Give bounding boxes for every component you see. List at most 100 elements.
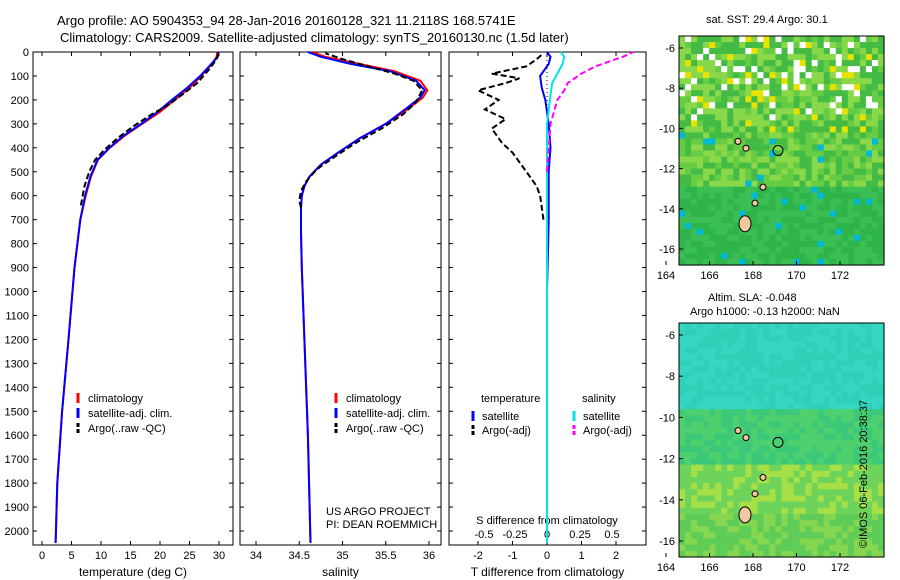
x-axis-label: salinity	[322, 565, 359, 579]
map-cell	[769, 48, 777, 55]
map-cell	[757, 66, 765, 73]
map-cell	[727, 102, 734, 109]
map-cell	[745, 470, 752, 478]
map-cell	[757, 526, 765, 533]
map-cell	[763, 464, 771, 472]
map-cell	[823, 550, 831, 558]
map-cell	[709, 162, 716, 170]
map-cell	[811, 102, 819, 109]
map-cell	[805, 396, 813, 404]
map-cell	[703, 520, 710, 527]
map-cell	[685, 228, 692, 236]
map-cell	[835, 234, 843, 242]
map-cell	[685, 378, 692, 386]
map-cell	[835, 216, 843, 224]
map-cell	[793, 240, 801, 248]
y-tick-label: 100	[11, 71, 29, 83]
map-cell	[865, 42, 873, 49]
map-cell	[775, 180, 783, 188]
map-cell	[775, 168, 783, 176]
map-cell	[763, 347, 771, 355]
map-cell	[715, 210, 722, 218]
map-cell	[685, 186, 692, 194]
map-cell	[733, 186, 740, 194]
map-cell	[787, 433, 795, 441]
map-cell	[715, 520, 722, 527]
map-cell	[811, 42, 819, 49]
map-cell	[703, 403, 710, 410]
map-cell	[727, 347, 734, 355]
map-cell	[859, 489, 867, 497]
map-cell	[781, 378, 789, 386]
map-cell	[805, 353, 813, 361]
map-cell	[715, 446, 722, 453]
map-cell	[787, 246, 795, 254]
map-cell	[799, 240, 807, 248]
map-cell	[787, 378, 795, 386]
map-cell	[841, 396, 849, 404]
map-cell	[715, 415, 722, 423]
map-cell	[817, 396, 825, 404]
map-cell	[703, 90, 710, 97]
map-cell	[859, 341, 867, 349]
map-cell	[715, 507, 722, 515]
map-cell	[865, 372, 873, 380]
map-cell	[823, 323, 831, 330]
map-cell	[757, 390, 765, 398]
map-cell	[769, 258, 777, 266]
map-cell	[823, 132, 831, 140]
map-cell	[811, 144, 819, 152]
map-cell	[811, 162, 819, 170]
map-cell	[709, 96, 716, 103]
map-cell	[679, 240, 686, 248]
map-cell	[691, 476, 698, 484]
map-cell	[691, 440, 698, 447]
map-cell	[877, 396, 885, 404]
map-cell	[841, 252, 849, 260]
map-cell	[685, 470, 692, 478]
map-cell	[703, 458, 710, 466]
map-cell	[697, 252, 704, 260]
map-cell	[787, 476, 795, 484]
map-cell	[751, 544, 758, 552]
map-cell	[781, 132, 789, 140]
map-cell	[763, 96, 771, 103]
map-cell	[805, 114, 813, 121]
map-cell	[709, 210, 716, 218]
map-cell	[847, 409, 855, 416]
map-cell	[853, 495, 861, 503]
map-cell	[817, 415, 825, 423]
map-cell	[817, 440, 825, 447]
map-cell	[763, 520, 771, 527]
map-cell	[679, 440, 686, 447]
map-cell	[751, 66, 758, 73]
map-cell	[853, 390, 861, 398]
map-cell	[715, 54, 722, 61]
map-cell	[835, 222, 843, 230]
map-cell	[697, 403, 704, 410]
map-cell	[751, 114, 758, 121]
map-cell	[781, 54, 789, 61]
map-cell	[679, 222, 686, 230]
map-cell	[697, 192, 704, 200]
map-cell	[703, 526, 710, 533]
map-cell	[709, 258, 716, 266]
map-cell	[817, 240, 825, 248]
map-cell	[799, 532, 807, 540]
map-cell	[871, 323, 879, 330]
map-cell	[727, 126, 734, 134]
map-cell	[817, 464, 825, 472]
map-cell	[727, 156, 734, 164]
map-cell	[757, 409, 765, 416]
map-cell	[787, 108, 795, 115]
map-cell	[679, 150, 686, 158]
map-cell	[877, 538, 885, 546]
map-cell	[865, 180, 873, 188]
map-cell	[799, 210, 807, 218]
map-cell	[727, 341, 734, 349]
map-cell	[709, 520, 716, 527]
map-cell	[721, 198, 728, 206]
map-cell	[775, 78, 783, 85]
map-cell	[871, 489, 879, 497]
map-cell	[697, 353, 704, 361]
